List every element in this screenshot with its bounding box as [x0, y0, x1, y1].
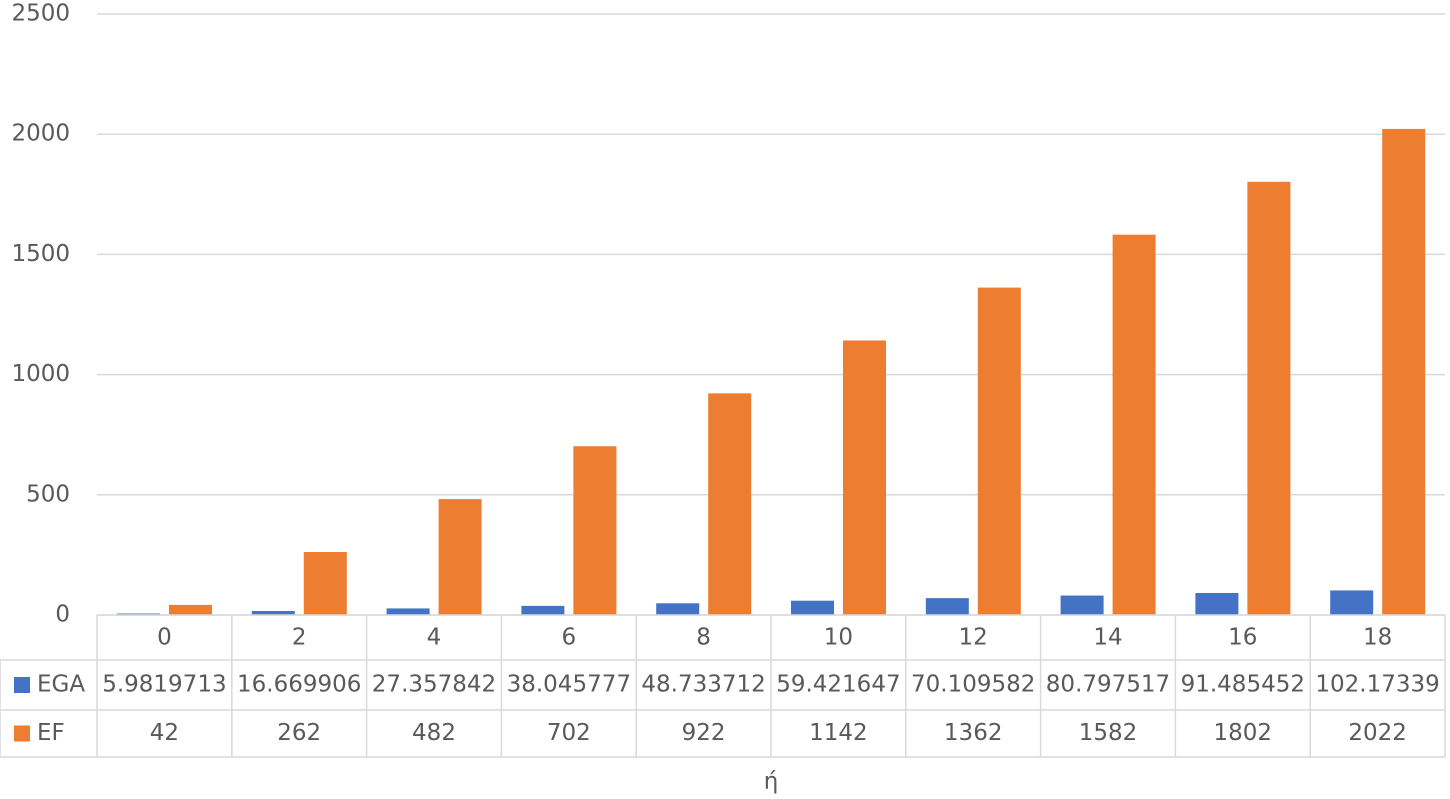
bar [303, 552, 347, 615]
table-cell: 48.733712 [641, 672, 765, 698]
table-cell: 922 [682, 720, 726, 746]
table-cell: 1142 [809, 720, 868, 746]
table-cell: 38.045777 [507, 672, 631, 698]
bar [1195, 593, 1239, 615]
bar [169, 604, 212, 615]
table-cell: 59.421647 [776, 672, 900, 698]
x-tick-label: 12 [959, 625, 988, 651]
y-tick-label: 1500 [11, 241, 70, 267]
table-cell: 1582 [1079, 720, 1138, 746]
bar [708, 393, 752, 615]
table-cell: 702 [547, 720, 591, 746]
bar [386, 608, 430, 615]
y-tick-label: 2500 [11, 1, 70, 27]
bar [573, 446, 617, 615]
table-cell: 102.17339 [1315, 672, 1439, 698]
table-cell: 91.485452 [1181, 672, 1305, 698]
legend-key [14, 725, 30, 742]
legend-label: EF [37, 720, 65, 746]
table-cell: 1362 [944, 720, 1003, 746]
x-tick-label: 0 [157, 625, 172, 651]
table-cell: 70.109582 [911, 672, 1035, 698]
table-cell: 80.797517 [1046, 672, 1170, 698]
bar [1060, 595, 1104, 615]
legend-label: EGA [37, 672, 85, 698]
bar [1330, 590, 1374, 615]
x-tick-label: 14 [1093, 625, 1122, 651]
y-tick-label: 500 [26, 481, 70, 507]
table-cell: 1802 [1214, 720, 1273, 746]
bar [977, 287, 1021, 615]
x-axis-title: ή [764, 769, 779, 795]
table-cell: 42 [150, 720, 179, 746]
legend-key [14, 677, 30, 693]
bar [791, 600, 834, 615]
bar [656, 603, 700, 615]
x-tick-label: 16 [1228, 625, 1257, 651]
bar [1382, 128, 1426, 615]
x-tick-label: 2 [292, 625, 307, 651]
table-cell: 262 [277, 720, 321, 746]
y-tick-label: 2000 [11, 121, 70, 147]
bar [843, 340, 886, 615]
bar [1247, 181, 1291, 615]
table-cell: 2022 [1348, 720, 1407, 746]
bar [251, 610, 295, 615]
x-tick-label: 10 [824, 625, 853, 651]
bar [925, 598, 969, 615]
table-cell: 482 [412, 720, 456, 746]
x-tick-label: 8 [696, 625, 711, 651]
bar [521, 605, 565, 615]
table-cell: 27.357842 [372, 672, 496, 698]
table-cell: 16.669906 [237, 672, 361, 698]
x-tick-label: 18 [1363, 625, 1392, 651]
table-cell: 5.9819713 [102, 672, 226, 698]
y-tick-label: 0 [55, 602, 70, 628]
bar [1112, 234, 1156, 615]
x-tick-label: 4 [427, 625, 442, 651]
bar [438, 499, 482, 615]
x-tick-label: 6 [561, 625, 576, 651]
y-tick-label: 1000 [11, 361, 70, 387]
